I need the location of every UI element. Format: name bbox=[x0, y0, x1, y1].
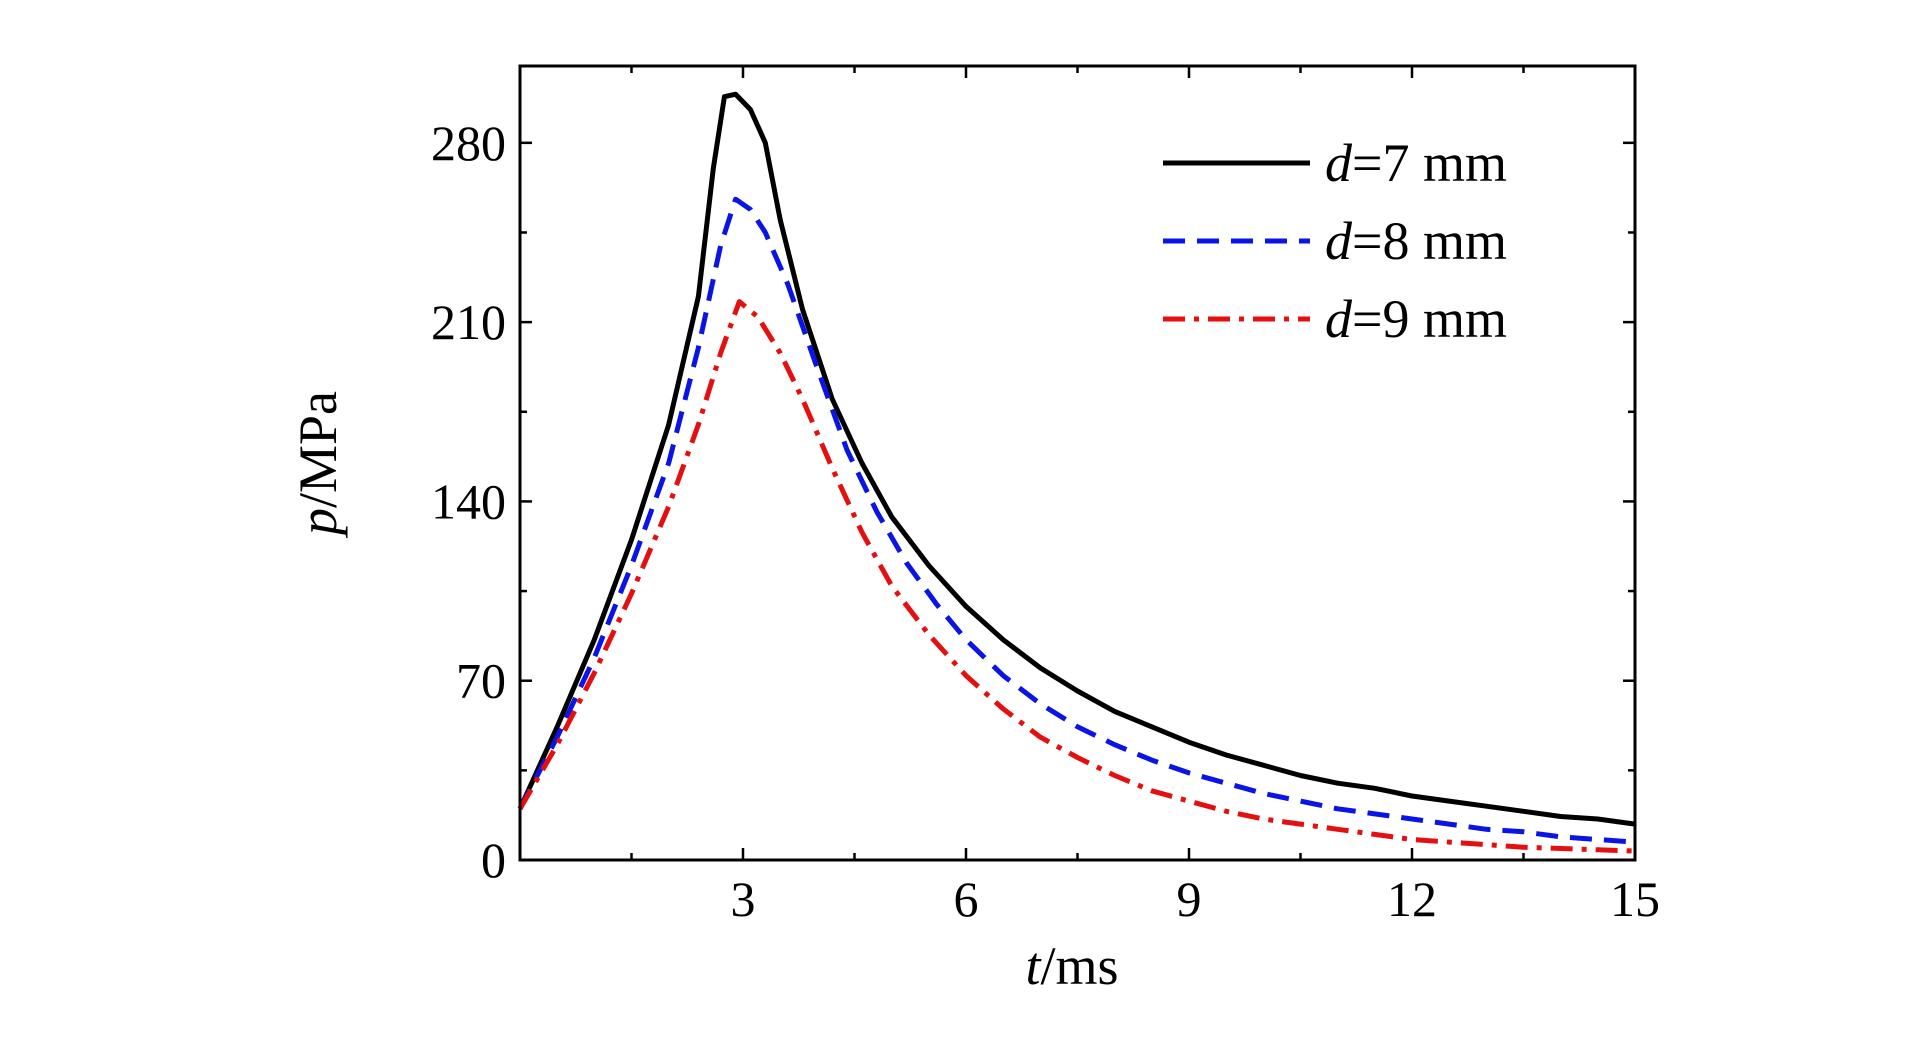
y-tick-label: 140 bbox=[431, 473, 506, 529]
legend-label-3: d=9 mm bbox=[1325, 289, 1507, 349]
x-tick-label: 6 bbox=[954, 871, 979, 927]
series-lines bbox=[517, 91, 1636, 854]
x-axis-var: t bbox=[1025, 936, 1042, 996]
y-axis-var: p bbox=[288, 508, 348, 539]
tick-labels: 3 6 9 12 15 0 70 140 210 280 bbox=[431, 115, 1660, 927]
series-line-2 bbox=[517, 196, 1636, 845]
plot-frame bbox=[518, 64, 1637, 862]
legend-var: d bbox=[1325, 289, 1353, 349]
legend-var: d bbox=[1325, 133, 1353, 193]
y-axis-unit: /MPa bbox=[288, 391, 348, 508]
y-tick-label: 0 bbox=[481, 832, 506, 888]
x-tick-label: 15 bbox=[1610, 871, 1660, 927]
legend-rest: =8 mm bbox=[1352, 211, 1507, 271]
x-tick-label: 3 bbox=[731, 871, 756, 927]
y-tick-label: 70 bbox=[456, 653, 506, 709]
x-tick-label: 12 bbox=[1387, 871, 1437, 927]
legend-rest: =7 mm bbox=[1352, 133, 1507, 193]
series-line-3 bbox=[517, 299, 1636, 854]
legend: d=7 mmd=8 mmd=9 mm bbox=[1163, 133, 1507, 349]
y-tick-label: 210 bbox=[431, 294, 506, 350]
legend-label-2: d=8 mm bbox=[1325, 211, 1507, 271]
y-tick-label: 280 bbox=[431, 115, 506, 171]
legend-rest: =9 mm bbox=[1352, 289, 1507, 349]
y-axis-title: p/MPa bbox=[288, 391, 348, 539]
legend-label-1: d=7 mm bbox=[1325, 133, 1507, 193]
series-line-1 bbox=[517, 91, 1636, 827]
x-tick-label: 9 bbox=[1177, 871, 1202, 927]
legend-var: d bbox=[1325, 211, 1353, 271]
x-axis-title: t/ms bbox=[1025, 936, 1118, 996]
x-axis-unit: /ms bbox=[1040, 936, 1118, 996]
